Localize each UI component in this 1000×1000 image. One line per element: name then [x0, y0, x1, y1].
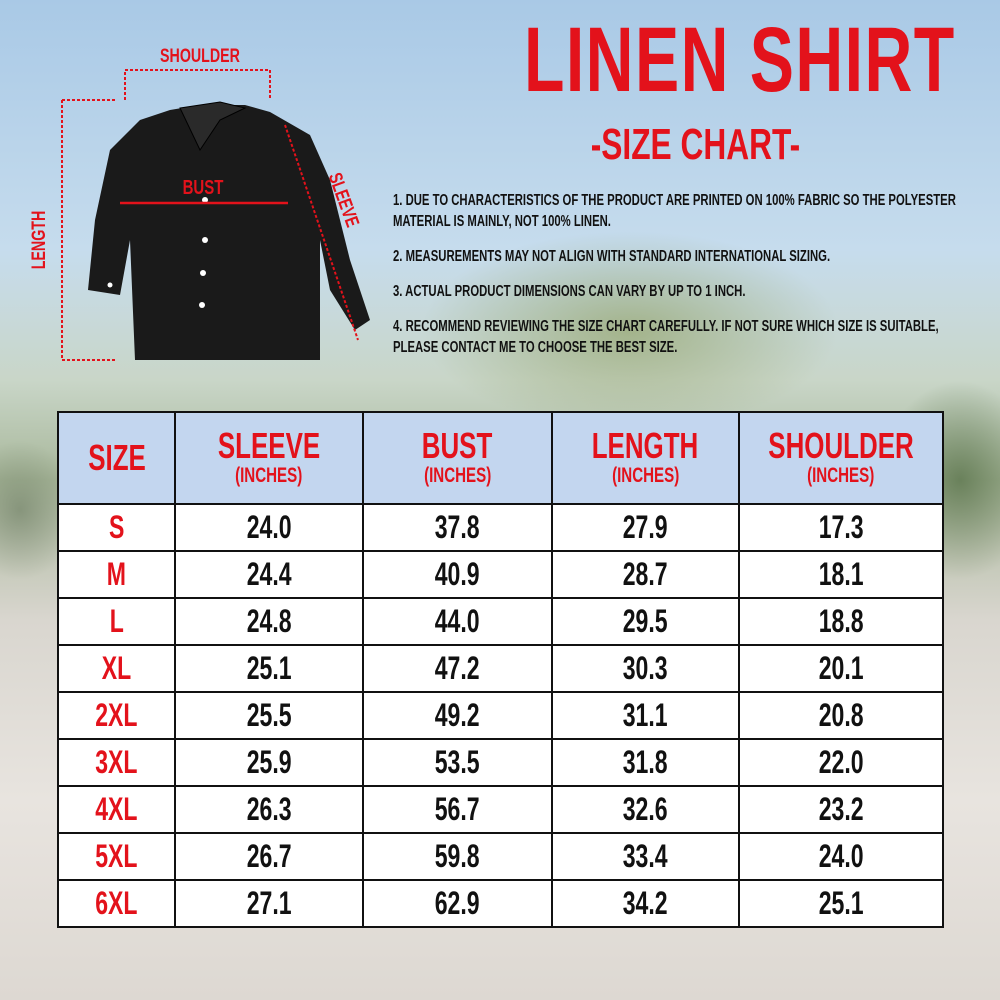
- column-header-size: SIZE: [56, 411, 177, 505]
- value-cell: 26.7: [174, 832, 364, 881]
- value-cell: 47.2: [361, 644, 553, 693]
- value-cell: 37.8: [361, 503, 553, 552]
- table-row: L 24.8 44.0 29.5 18.8: [56, 597, 945, 646]
- value-cell: 53.5: [361, 738, 553, 787]
- value-cell: 25.5: [174, 691, 364, 740]
- background-palm: [420, 230, 840, 430]
- value-cell: 28.7: [550, 550, 740, 599]
- size-cell: 4XL: [56, 785, 177, 834]
- value-cell: 29.5: [550, 597, 740, 646]
- table-row: S 24.0 37.8 27.9 17.3: [56, 503, 945, 552]
- svg-text:LENGTH: LENGTH: [28, 211, 49, 270]
- value-cell: 56.7: [361, 785, 553, 834]
- value-cell: 25.1: [174, 644, 364, 693]
- value-cell: 49.2: [361, 691, 553, 740]
- size-cell: XL: [56, 644, 177, 693]
- column-header-shoulder: SHOULDER (INCHES): [737, 411, 945, 505]
- value-cell: 18.8: [737, 597, 945, 646]
- table-header-row: SIZE SLEEVE (INCHES) BUST (INCHES) LENGTH (INC…: [56, 411, 945, 505]
- value-cell: 33.4: [550, 832, 740, 881]
- value-cell: 34.2: [550, 879, 740, 928]
- value-cell: 31.8: [550, 738, 740, 787]
- size-cell: 5XL: [56, 832, 177, 881]
- value-cell: 31.1: [550, 691, 740, 740]
- table-row: M 24.4 40.9 28.7 18.1: [56, 550, 945, 599]
- value-cell: 24.8: [174, 597, 364, 646]
- table-row: 6XL 27.1 62.9 34.2 25.1: [56, 879, 945, 928]
- column-header-sleeve: SLEEVE (INCHES): [174, 411, 364, 505]
- table-row: XL 25.1 47.2 30.3 20.1: [56, 644, 945, 693]
- value-cell: 62.9: [361, 879, 553, 928]
- note: 4. RECOMMEND REVIEWING THE SIZE CHART CA…: [393, 318, 939, 356]
- value-cell: 25.1: [737, 879, 945, 928]
- note: 2. MEASUREMENTS MAY NOT ALIGN WITH STAND…: [393, 248, 831, 265]
- table-row: 4XL 26.3 56.7 32.6 23.2: [56, 785, 945, 834]
- value-cell: 24.0: [737, 832, 945, 881]
- value-cell: 32.6: [550, 785, 740, 834]
- value-cell: 17.3: [737, 503, 945, 552]
- value-cell: 27.9: [550, 503, 740, 552]
- value-cell: 23.2: [737, 785, 945, 834]
- value-cell: 30.3: [550, 644, 740, 693]
- shirt-diagram: SHOULDER BUST SLEEVE LENGTH: [20, 40, 380, 380]
- size-table: SIZE SLEEVE (INCHES) BUST (INCHES) LENGTH (INC…: [56, 411, 945, 928]
- value-cell: 25.9: [174, 738, 364, 787]
- size-cell: M: [56, 550, 177, 599]
- size-cell: 3XL: [56, 738, 177, 787]
- column-header-bust: BUST (INCHES): [361, 411, 553, 505]
- table-row: 2XL 25.5 49.2 31.1 20.8: [56, 691, 945, 740]
- table-row: 3XL 25.9 53.5 31.8 22.0: [56, 738, 945, 787]
- value-cell: 44.0: [361, 597, 553, 646]
- value-cell: 20.8: [737, 691, 945, 740]
- value-cell: 40.9: [361, 550, 553, 599]
- value-cell: 24.4: [174, 550, 364, 599]
- value-cell: 24.0: [174, 503, 364, 552]
- value-cell: 59.8: [361, 832, 553, 881]
- table-row: 5XL 26.7 59.8 33.4 24.0: [56, 832, 945, 881]
- note: 3. ACTUAL PRODUCT DIMENSIONS CAN VARY BY…: [393, 283, 746, 300]
- page-subtitle: -SIZE CHART-: [590, 120, 800, 169]
- svg-text:SHOULDER: SHOULDER: [160, 45, 240, 66]
- value-cell: 18.1: [737, 550, 945, 599]
- value-cell: 27.1: [174, 879, 364, 928]
- value-cell: 20.1: [737, 644, 945, 693]
- svg-text:BUST: BUST: [183, 176, 224, 199]
- column-header-length: LENGTH (INCHES): [550, 411, 740, 505]
- shirt-illustration: SHOULDER BUST SLEEVE LENGTH: [28, 45, 370, 361]
- note: 1. DUE TO CHARACTERISTICS OF THE PRODUCT…: [393, 192, 956, 230]
- value-cell: 22.0: [737, 738, 945, 787]
- page-title: LINEN SHIRT: [523, 9, 956, 111]
- size-cell: 6XL: [56, 879, 177, 928]
- value-cell: 26.3: [174, 785, 364, 834]
- size-cell: L: [56, 597, 177, 646]
- size-cell: S: [56, 503, 177, 552]
- size-cell: 2XL: [56, 691, 177, 740]
- notes: 1. DUE TO CHARACTERISTICS OF THE PRODUCT…: [393, 190, 1000, 372]
